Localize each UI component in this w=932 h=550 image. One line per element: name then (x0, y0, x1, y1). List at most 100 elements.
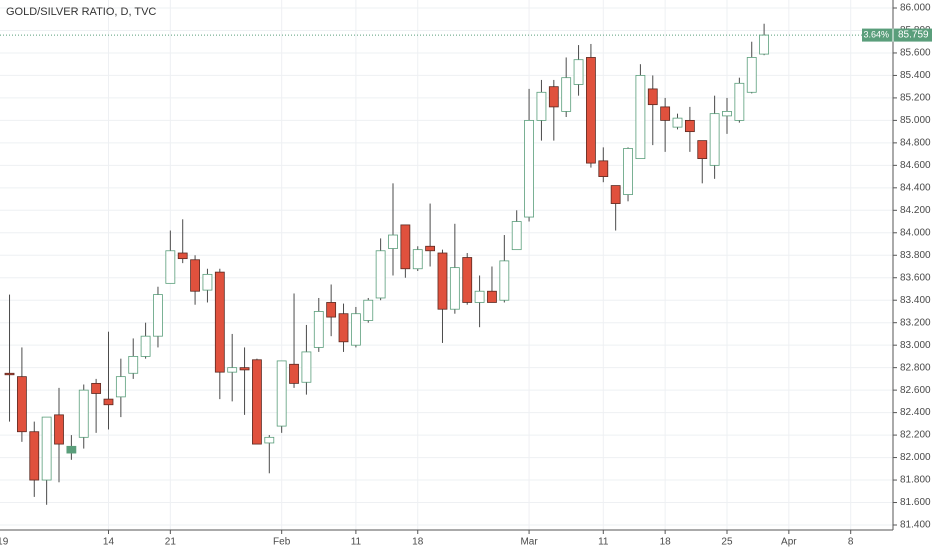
candle-body (338, 313, 349, 343)
y-tick-label: 82.400 (900, 407, 931, 418)
candle-body (548, 86, 559, 108)
y-tick-label: 86.000 (900, 3, 931, 14)
x-tick-label: Feb (273, 537, 291, 548)
candle-body (610, 185, 621, 204)
x-tick-label: 14 (103, 537, 115, 548)
y-tick-label: 83.000 (900, 340, 931, 351)
candle-body (91, 382, 102, 394)
candle-body (412, 249, 423, 270)
y-tick-label: 81.600 (900, 497, 931, 508)
candle-body (66, 445, 77, 454)
y-tick-label: 81.400 (900, 520, 931, 531)
candle-body (190, 259, 200, 292)
candle-body (214, 271, 225, 373)
candle-body (573, 59, 584, 85)
change-label: 3.64% (863, 29, 889, 39)
y-tick-label: 85.600 (900, 48, 931, 59)
candle-body (227, 367, 238, 373)
y-tick-label: 85.400 (900, 70, 931, 81)
candle-body (41, 416, 52, 481)
candle-body (462, 257, 473, 303)
y-tick-label: 82.600 (900, 385, 931, 396)
candle-body (375, 250, 386, 299)
x-tick-label: 8 (848, 537, 854, 548)
candle-body (623, 148, 633, 195)
x-tick-label: 18 (660, 537, 672, 548)
x-tick-label: 2019 (0, 537, 9, 548)
y-tick-label: 82.000 (900, 452, 931, 463)
candle-body (177, 252, 188, 260)
y-tick-label: 83.400 (900, 295, 931, 306)
candle-body (684, 119, 695, 133)
x-tick-label: 21 (165, 537, 177, 548)
candle-body (487, 290, 497, 303)
candle-body (29, 431, 40, 481)
candle-body (561, 77, 572, 112)
candle-body (635, 75, 646, 160)
candle-body (672, 117, 683, 128)
candle-body (647, 88, 658, 106)
y-tick-label: 84.000 (900, 227, 931, 238)
candle-body (449, 267, 460, 310)
y-tick-label: 84.800 (900, 138, 931, 149)
candle-body (103, 398, 114, 406)
x-tick-label: Mar (520, 537, 538, 548)
candle-body (239, 367, 250, 371)
candle-body (140, 335, 151, 357)
candle-body (301, 351, 312, 383)
price-badge (862, 28, 932, 42)
candle-body (536, 91, 547, 121)
chart-title: GOLD/SILVER RATIO, D, TVC (6, 6, 156, 18)
y-tick-label: 84.400 (900, 182, 931, 193)
last-price-label: 85.759 (898, 30, 929, 41)
candle-body (313, 311, 324, 348)
candle-body (598, 160, 609, 177)
candle-body (326, 302, 337, 318)
candle-body (524, 119, 534, 218)
y-tick-label: 81.800 (900, 475, 931, 486)
candle-body (252, 359, 262, 445)
candle-body (16, 376, 27, 433)
candle-body (511, 221, 522, 251)
y-tick-label: 83.600 (900, 272, 931, 283)
candle-body (54, 414, 64, 445)
candle-body (425, 245, 436, 252)
x-tick-label: 11 (598, 537, 609, 548)
candle-body (78, 389, 89, 438)
y-tick-label: 84.200 (900, 205, 931, 216)
x-tick-label: Apr (781, 537, 797, 548)
y-tick-label: 83.200 (900, 317, 931, 328)
candle-body (350, 313, 361, 346)
y-tick-label: 84.600 (900, 160, 931, 171)
candle-body (474, 290, 485, 303)
y-tick-label: 82.800 (900, 362, 931, 373)
candle-body (289, 363, 299, 384)
x-tick-label: 25 (721, 537, 733, 548)
x-tick-label: 18 (412, 537, 424, 548)
candle-body (437, 252, 448, 310)
y-tick-label: 85.000 (900, 115, 931, 126)
candle-body (276, 360, 287, 427)
candle-body (153, 294, 163, 337)
candle-body (202, 273, 213, 291)
candle-body (697, 140, 708, 160)
y-tick-label: 82.200 (900, 430, 931, 441)
candle-body (388, 234, 398, 249)
candle-body (115, 376, 126, 398)
x-tick-label: 11 (351, 537, 362, 548)
candle-body (586, 57, 596, 164)
candle-body (4, 372, 15, 376)
y-tick-label: 85.200 (900, 93, 931, 104)
candle-body (499, 260, 510, 301)
candle-body (734, 82, 745, 121)
candle-body (264, 436, 275, 444)
candle-body (746, 57, 757, 93)
candle-body (759, 34, 770, 55)
candle-body (660, 106, 671, 121)
candle-body (165, 250, 176, 284)
y-tick-label: 83.800 (900, 250, 931, 261)
candle-body (400, 224, 411, 270)
candle-body (722, 111, 732, 117)
